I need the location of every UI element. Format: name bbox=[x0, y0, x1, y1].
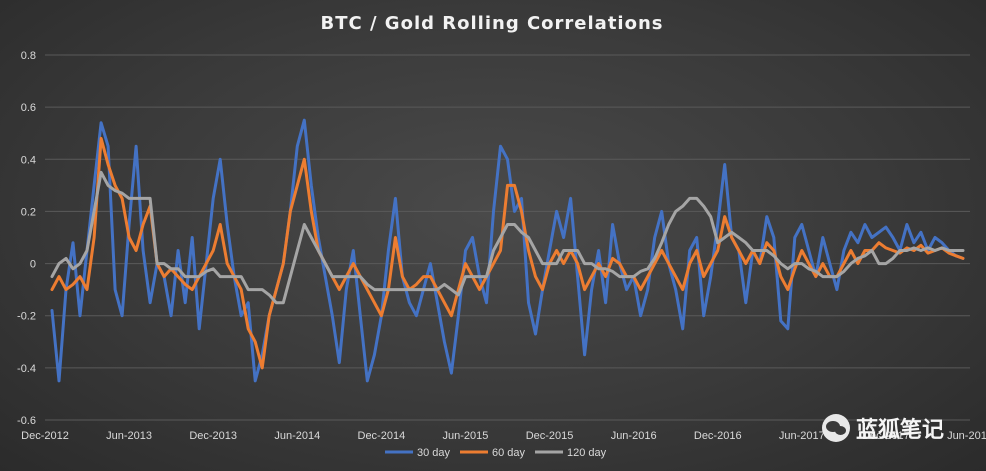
x-tick-label: Dec-2012 bbox=[21, 430, 69, 442]
x-tick-label: Jun-2016 bbox=[611, 430, 657, 442]
y-tick-label: -0.4 bbox=[17, 363, 36, 375]
x-tick-label: Dec-2016 bbox=[694, 430, 742, 442]
y-tick-label: -0.6 bbox=[17, 415, 36, 427]
wechat-icon bbox=[822, 414, 850, 442]
y-tick-label: 0.6 bbox=[21, 102, 36, 114]
x-tick-label: Jun-2015 bbox=[443, 430, 489, 442]
x-tick-label: Jun-2014 bbox=[274, 430, 320, 442]
legend-label: 120 day bbox=[567, 447, 607, 459]
chart-title: BTC / Gold Rolling Correlations bbox=[320, 13, 663, 34]
x-tick-label: Dec-2015 bbox=[526, 430, 574, 442]
x-axis-ticks: Dec-2012 Jun-2013 Dec-2013 Jun-2014 Dec-2014… bbox=[21, 430, 986, 442]
y-axis-ticks: 0.8 0.6 0.4 0.2 0 -0.2 -0.4 -0.6 bbox=[17, 50, 36, 427]
watermark-text: 蓝狐笔记 bbox=[856, 418, 945, 443]
watermark: 蓝狐笔记 bbox=[822, 410, 944, 446]
x-tick-label: Dec-2014 bbox=[358, 430, 406, 442]
legend-label: 60 day bbox=[492, 447, 526, 459]
legend-label: 30 day bbox=[417, 447, 451, 459]
y-tick-label: 0.8 bbox=[21, 50, 36, 62]
y-tick-label: 0.4 bbox=[21, 154, 36, 166]
legend: 30 day 60 day 120 day bbox=[385, 447, 607, 459]
x-tick-label: Dec-2013 bbox=[189, 430, 237, 442]
gridlines bbox=[45, 54, 970, 421]
x-tick-label: Jun-2017 bbox=[779, 430, 825, 442]
x-tick-label: Jun-2018 bbox=[947, 430, 986, 442]
x-tick-label: Dec-2017 bbox=[862, 430, 910, 442]
x-tick-label: Jun-2013 bbox=[106, 430, 152, 442]
series-line-30-day bbox=[50, 118, 965, 383]
y-tick-label: -0.2 bbox=[17, 311, 36, 323]
series-lines bbox=[50, 118, 965, 383]
y-tick-label: 0.2 bbox=[21, 206, 36, 218]
series-line-60-day bbox=[50, 136, 965, 370]
y-tick-label: 0 bbox=[30, 259, 36, 271]
series-line-120-day bbox=[50, 170, 965, 305]
